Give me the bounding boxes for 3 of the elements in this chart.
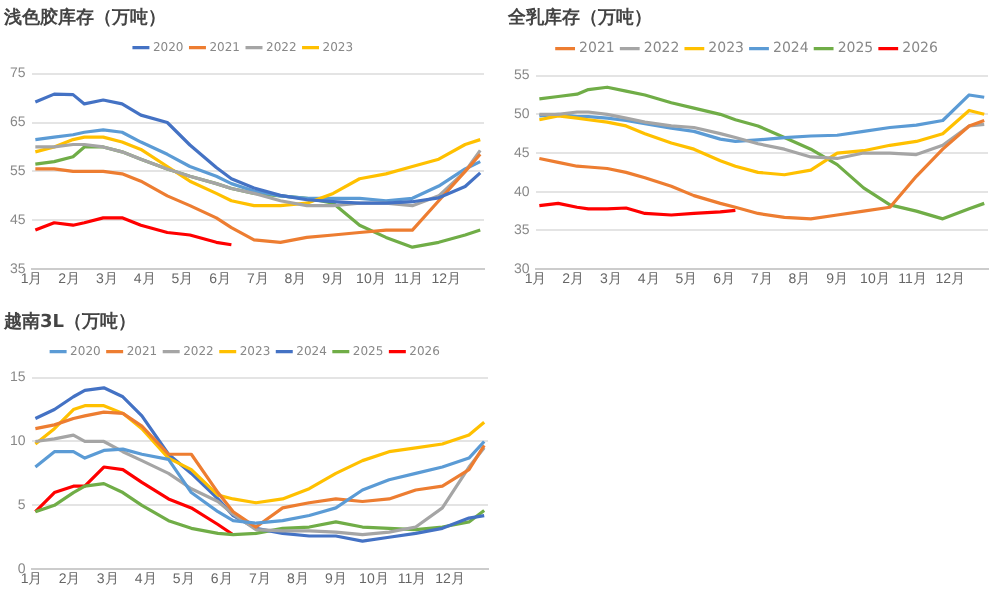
chart-title: 越南3L（万吨）	[2, 311, 136, 334]
chart-title: 全乳库存（万吨）	[506, 7, 652, 30]
chart-title: 浅色胶库存（万吨）	[2, 7, 166, 30]
